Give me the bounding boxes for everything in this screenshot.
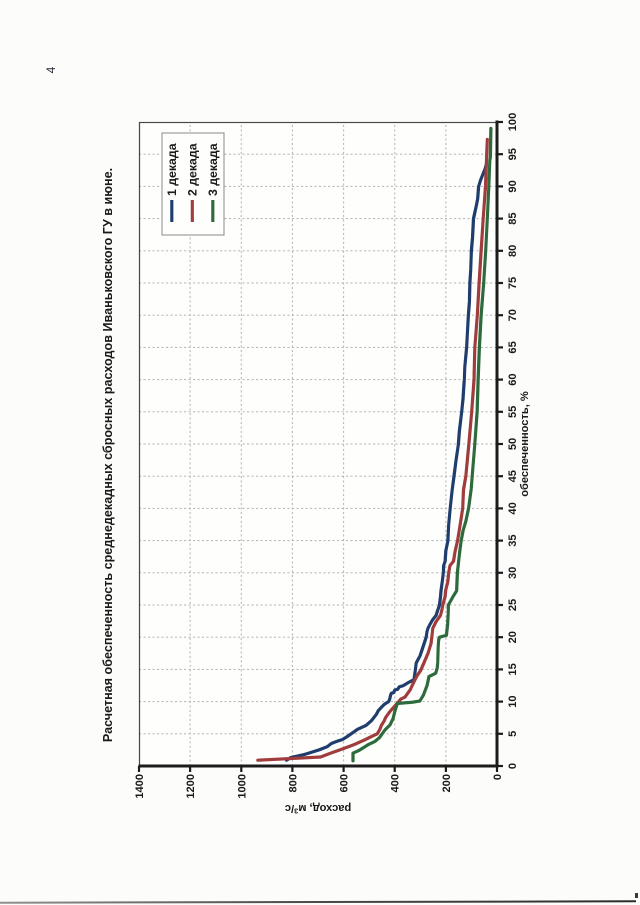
svg-text:0: 0	[492, 774, 504, 780]
svg-text:Расчетная обеспеченность средн: Расчетная обеспеченность среднедекадных …	[101, 168, 115, 742]
svg-text:200: 200	[441, 774, 453, 793]
svg-text:800: 800	[287, 774, 299, 793]
svg-text:20: 20	[507, 631, 519, 643]
svg-text:1400: 1400	[134, 774, 146, 799]
svg-text:25: 25	[507, 599, 519, 611]
svg-text:5: 5	[507, 731, 519, 737]
svg-text:4: 4	[44, 66, 58, 73]
svg-text:3 декада: 3 декада	[206, 143, 220, 196]
svg-text:30: 30	[507, 567, 519, 579]
svg-text:1000: 1000	[236, 774, 248, 799]
svg-text:обеспеченность, %: обеспеченность, %	[519, 391, 531, 497]
svg-text:65: 65	[507, 341, 519, 353]
svg-text:1200: 1200	[185, 774, 197, 799]
svg-text:95: 95	[507, 148, 519, 160]
svg-text:10: 10	[507, 695, 519, 707]
svg-text:100: 100	[507, 113, 519, 132]
svg-text:85: 85	[507, 212, 519, 224]
svg-text:2 декада: 2 декада	[186, 143, 200, 196]
svg-text:15: 15	[507, 663, 519, 675]
svg-text:600: 600	[339, 774, 351, 793]
svg-text:400: 400	[390, 774, 402, 793]
svg-text:35: 35	[507, 534, 519, 546]
svg-text:50: 50	[507, 438, 519, 450]
svg-text:90: 90	[507, 180, 519, 192]
svg-text:1 декада: 1 декада	[165, 143, 179, 196]
svg-text:55: 55	[507, 406, 519, 418]
svg-text:75: 75	[507, 277, 519, 289]
svg-text:45: 45	[507, 470, 519, 482]
svg-text:80: 80	[507, 245, 519, 257]
svg-text:60: 60	[507, 373, 519, 385]
svg-text:70: 70	[507, 309, 519, 321]
svg-text:расход, м3/с: расход, м3/с	[285, 802, 351, 816]
svg-text:40: 40	[507, 502, 519, 514]
svg-text:0: 0	[507, 763, 519, 769]
